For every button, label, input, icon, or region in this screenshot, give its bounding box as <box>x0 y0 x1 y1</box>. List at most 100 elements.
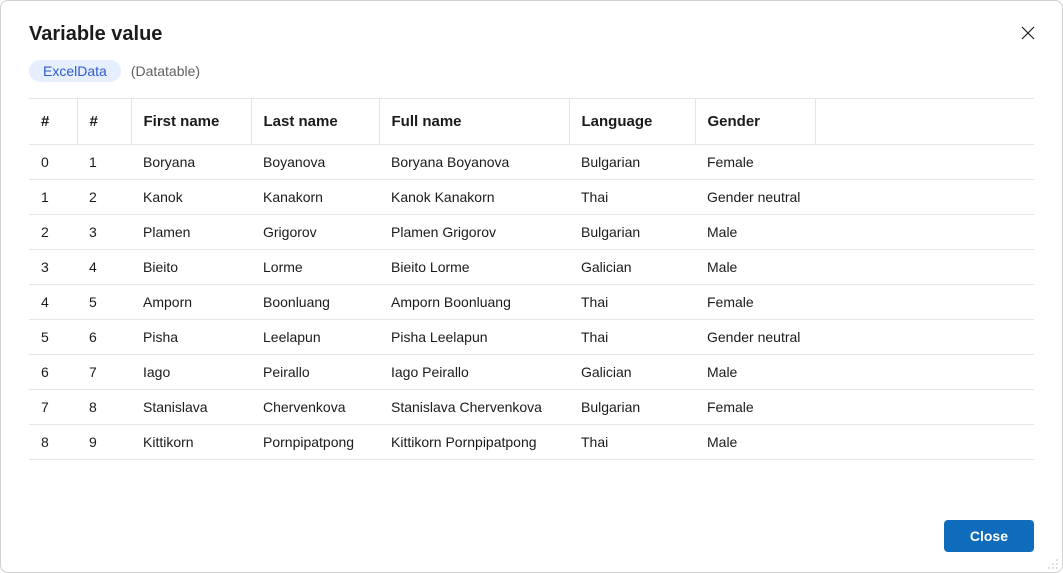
table-cell: 6 <box>77 320 131 355</box>
table-cell: Boyanova <box>251 145 379 180</box>
table-cell: 1 <box>29 180 77 215</box>
table-cell-empty <box>815 390 1034 425</box>
table-cell: Galician <box>569 250 695 285</box>
table-cell: Iago Peirallo <box>379 355 569 390</box>
table-cell: Boryana <box>131 145 251 180</box>
table-cell: Plamen Grigorov <box>379 215 569 250</box>
table-cell: 8 <box>77 390 131 425</box>
table-cell-empty <box>815 425 1034 460</box>
table-cell: 3 <box>29 250 77 285</box>
table-cell: Grigorov <box>251 215 379 250</box>
table-cell: Gender neutral <box>695 180 815 215</box>
table-row[interactable]: 78StanislavaChervenkovaStanislava Cherve… <box>29 390 1034 425</box>
table-cell: Male <box>695 355 815 390</box>
table-row[interactable]: 23PlamenGrigorovPlamen GrigorovBulgarian… <box>29 215 1034 250</box>
dialog-title: Variable value <box>29 23 162 46</box>
table-row[interactable]: 01BoryanaBoyanovaBoryana BoyanovaBulgari… <box>29 145 1034 180</box>
table-cell: Bulgarian <box>569 215 695 250</box>
table-header: # # First name Last name Full name Langu… <box>29 99 1034 145</box>
variable-type-label: (Datatable) <box>131 63 200 79</box>
table-cell: Leelapun <box>251 320 379 355</box>
table-cell: 7 <box>29 390 77 425</box>
table-cell: Galician <box>569 355 695 390</box>
table-cell: Plamen <box>131 215 251 250</box>
table-cell: Bieito Lorme <box>379 250 569 285</box>
table-cell-empty <box>815 250 1034 285</box>
table-cell: 5 <box>29 320 77 355</box>
table-cell-empty <box>815 215 1034 250</box>
close-button[interactable]: Close <box>944 520 1034 552</box>
table-cell: 3 <box>77 215 131 250</box>
table-cell: Bulgarian <box>569 390 695 425</box>
column-header[interactable]: Last name <box>251 99 379 145</box>
table-cell: Stanislava <box>131 390 251 425</box>
resize-grip-icon[interactable] <box>1047 557 1059 569</box>
table-cell-empty <box>815 320 1034 355</box>
table-cell: Bulgarian <box>569 145 695 180</box>
table-cell: 2 <box>77 180 131 215</box>
table-row[interactable]: 45AmpornBoonluangAmporn BoonluangThaiFem… <box>29 285 1034 320</box>
table-cell: Thai <box>569 180 695 215</box>
table-cell: Boryana Boyanova <box>379 145 569 180</box>
table-cell: Kanakorn <box>251 180 379 215</box>
column-header[interactable]: Full name <box>379 99 569 145</box>
table-cell: Boonluang <box>251 285 379 320</box>
table-cell: Male <box>695 215 815 250</box>
table-cell: 8 <box>29 425 77 460</box>
table-cell-empty <box>815 285 1034 320</box>
table-cell: Pisha Leelapun <box>379 320 569 355</box>
table-cell: Thai <box>569 320 695 355</box>
column-header-empty <box>815 99 1034 145</box>
table-cell: Pisha <box>131 320 251 355</box>
column-header[interactable]: Gender <box>695 99 815 145</box>
table-row[interactable]: 34BieitoLormeBieito LormeGalicianMale <box>29 250 1034 285</box>
close-icon[interactable] <box>1020 25 1036 41</box>
table-cell: 1 <box>77 145 131 180</box>
table-cell: Thai <box>569 285 695 320</box>
table-cell: Male <box>695 425 815 460</box>
variable-value-dialog: Variable value ExcelData (Datatable) # #… <box>0 0 1063 573</box>
table-cell: Female <box>695 390 815 425</box>
table-cell: Peirallo <box>251 355 379 390</box>
table-cell: Female <box>695 285 815 320</box>
column-header[interactable]: # <box>77 99 131 145</box>
table-cell: Bieito <box>131 250 251 285</box>
table-cell: Kanok Kanakorn <box>379 180 569 215</box>
variable-name-badge: ExcelData <box>29 60 121 82</box>
table-cell: Lorme <box>251 250 379 285</box>
table-cell: 0 <box>29 145 77 180</box>
table-row[interactable]: 67IagoPeiralloIago PeiralloGalicianMale <box>29 355 1034 390</box>
table-cell-empty <box>815 145 1034 180</box>
table-cell: Stanislava Chervenkova <box>379 390 569 425</box>
data-table-container: # # First name Last name Full name Langu… <box>29 98 1034 496</box>
table-row[interactable]: 12KanokKanakornKanok KanakornThaiGender … <box>29 180 1034 215</box>
table-cell: Kanok <box>131 180 251 215</box>
variable-info-row: ExcelData (Datatable) <box>29 60 1034 82</box>
table-cell: Female <box>695 145 815 180</box>
table-cell: Kittikorn <box>131 425 251 460</box>
column-header[interactable]: # <box>29 99 77 145</box>
table-cell-empty <box>815 355 1034 390</box>
column-header[interactable]: First name <box>131 99 251 145</box>
table-cell: Male <box>695 250 815 285</box>
data-table: # # First name Last name Full name Langu… <box>29 98 1034 460</box>
table-cell: Kittikorn Pornpipatpong <box>379 425 569 460</box>
table-cell: Pornpipatpong <box>251 425 379 460</box>
table-cell: 4 <box>29 285 77 320</box>
table-cell: Thai <box>569 425 695 460</box>
table-cell: 6 <box>29 355 77 390</box>
column-header[interactable]: Language <box>569 99 695 145</box>
table-cell: 4 <box>77 250 131 285</box>
table-body: 01BoryanaBoyanovaBoryana BoyanovaBulgari… <box>29 145 1034 460</box>
table-cell: Gender neutral <box>695 320 815 355</box>
table-cell: 7 <box>77 355 131 390</box>
table-cell: 5 <box>77 285 131 320</box>
dialog-footer: Close <box>29 496 1034 552</box>
table-cell: 9 <box>77 425 131 460</box>
table-row[interactable]: 56PishaLeelapunPisha LeelapunThaiGender … <box>29 320 1034 355</box>
table-cell-empty <box>815 180 1034 215</box>
dialog-header: Variable value <box>29 23 1034 46</box>
table-row[interactable]: 89KittikornPornpipatpongKittikorn Pornpi… <box>29 425 1034 460</box>
table-cell: Amporn Boonluang <box>379 285 569 320</box>
table-cell: Chervenkova <box>251 390 379 425</box>
